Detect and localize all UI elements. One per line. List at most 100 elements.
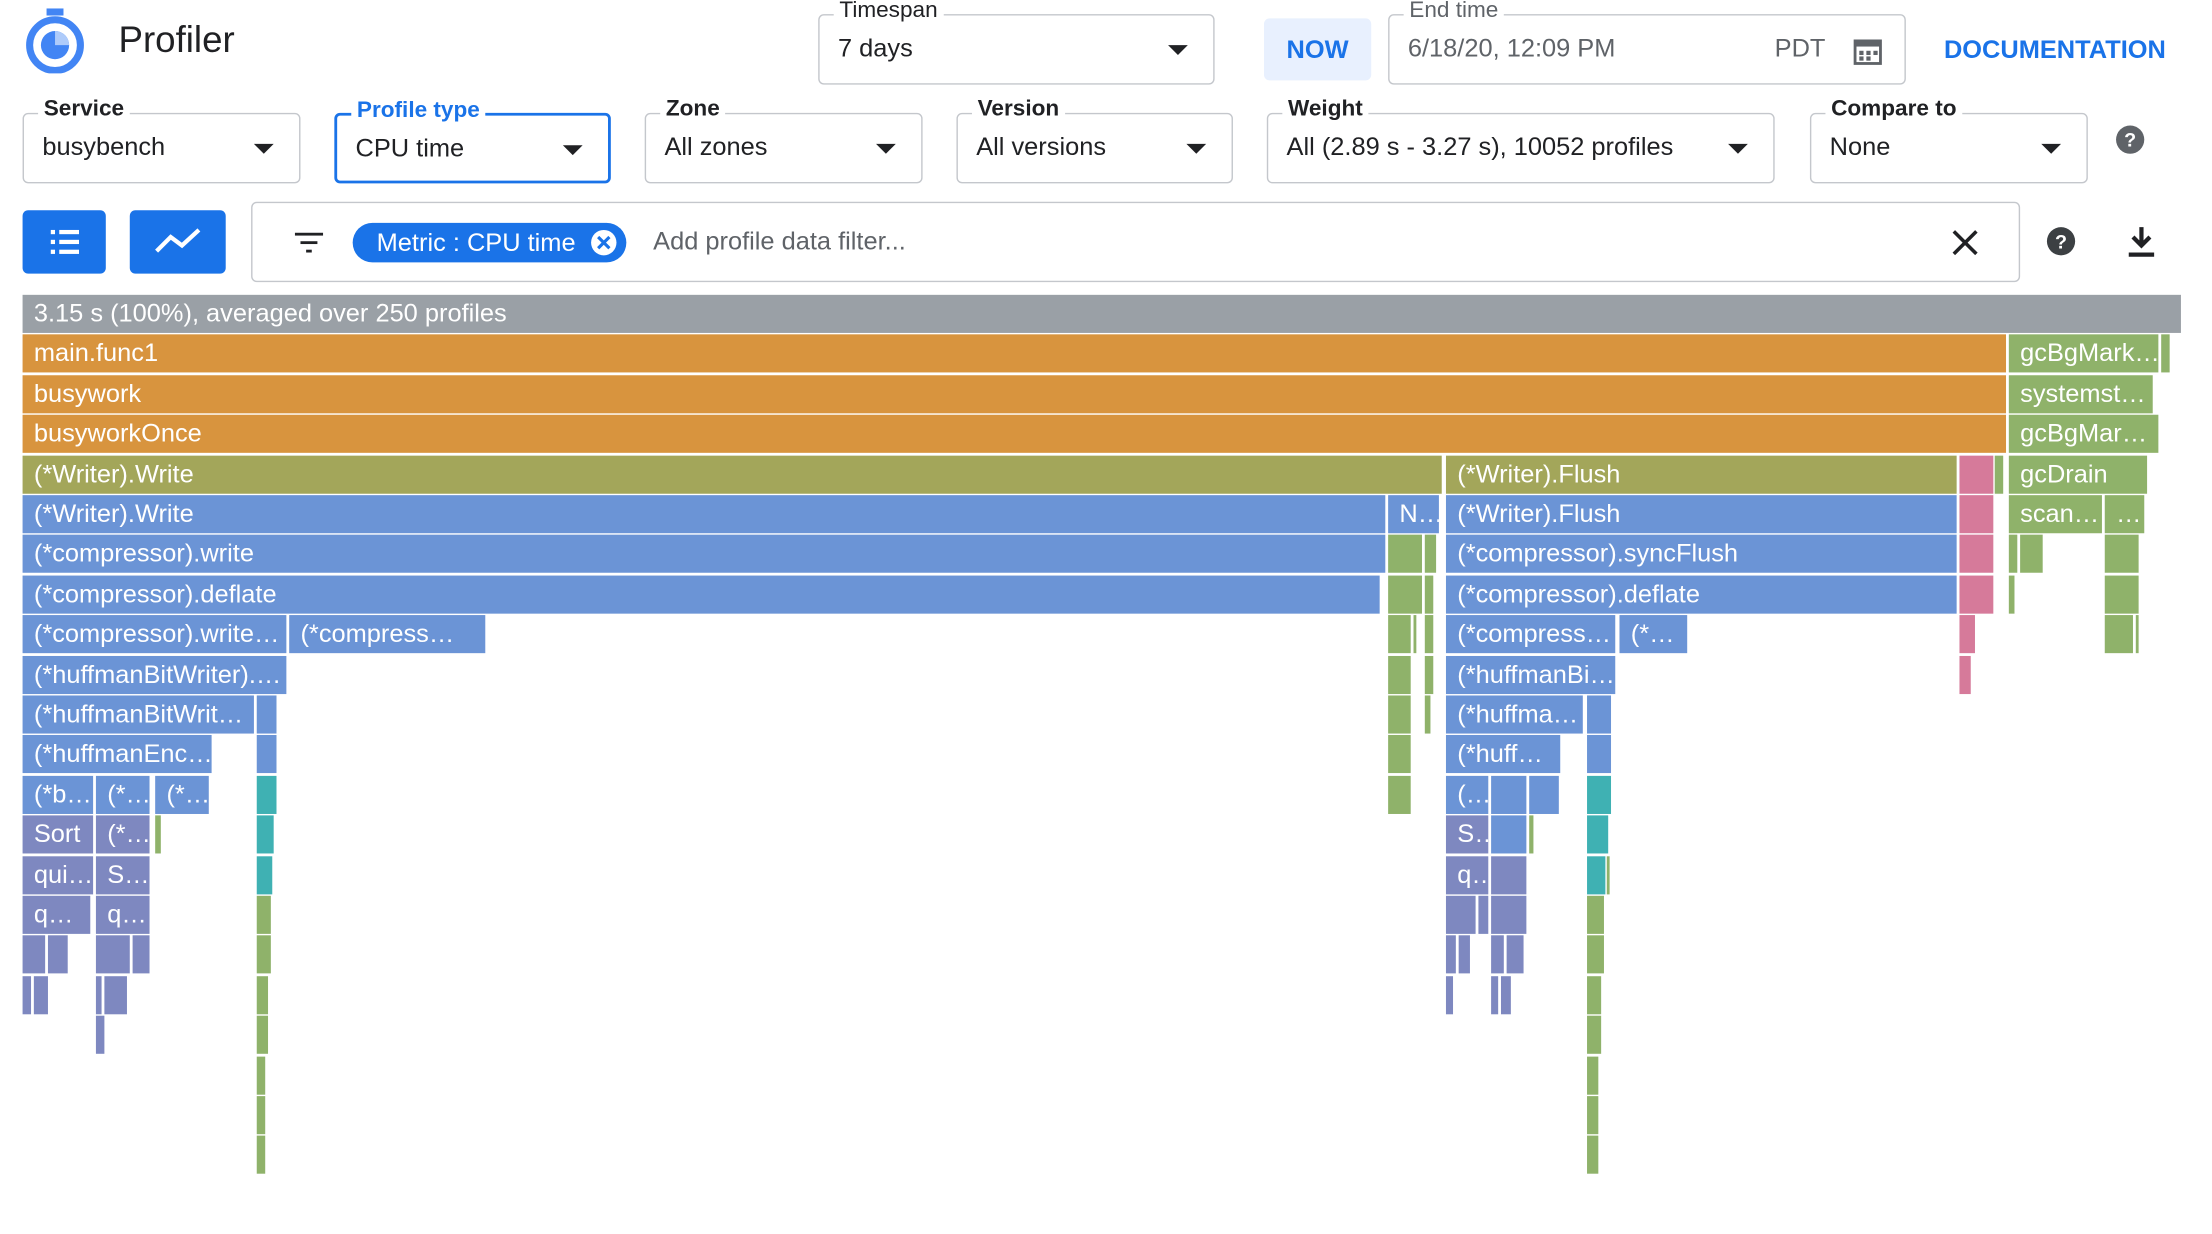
flame-sliver[interactable] [1587,1136,1599,1175]
chip-remove[interactable] [590,229,618,257]
filter-bar[interactable]: Metric : CPU time Add profile data filte… [251,201,2021,283]
flame-frame[interactable]: … [2104,495,2145,534]
flame-sliver[interactable] [95,935,130,974]
flame-frame[interactable]: systemst… [2008,374,2153,414]
flame-sliver[interactable] [1587,1096,1599,1135]
flame-sliver[interactable] [256,815,274,854]
flame-sliver[interactable] [2104,575,2139,614]
flame-sliver[interactable] [1587,895,1604,934]
flame-sliver[interactable] [1606,855,1610,894]
flame-frame[interactable]: 3.15 s (100%), averaged over 250 profile… [22,294,2181,333]
flame-sliver[interactable] [256,1015,269,1055]
flame-sliver[interactable] [1529,815,1534,854]
flame-frame[interactable]: (*huffmanBitWriter).… [22,655,287,694]
flame-sliver[interactable] [1587,935,1604,974]
download-icon[interactable] [2126,226,2157,260]
flame-frame[interactable]: (*… [1619,615,1688,654]
flame-sliver[interactable] [256,935,271,974]
flame-sliver[interactable] [95,975,102,1015]
flame-sliver[interactable] [1529,775,1559,814]
flame-sliver[interactable] [2008,575,2015,614]
flame-sliver[interactable] [104,975,127,1015]
select-field[interactable]: Version All versions [956,97,1233,184]
flame-sliver[interactable] [1959,455,1994,494]
flame-frame[interactable]: (*… [155,775,209,814]
flame-frame[interactable]: q… [22,895,91,934]
flame-sliver[interactable] [2104,615,2133,654]
flame-frame[interactable]: (… [1445,775,1489,814]
filter-chip[interactable]: Metric : CPU time [352,222,627,263]
flame-sliver[interactable] [47,935,68,974]
flame-sliver[interactable] [256,855,273,894]
flame-frame[interactable]: (*huffmanEnc… [22,735,212,774]
flame-sliver[interactable] [1587,735,1612,774]
flame-sliver[interactable] [256,1056,266,1095]
flame-frame[interactable]: S… [95,855,150,894]
flame-sliver[interactable] [256,895,271,934]
flame-sliver[interactable] [1445,935,1456,974]
flame-frame[interactable]: N… [1388,495,1439,534]
flame-sliver[interactable] [155,815,161,854]
help-icon[interactable]: ? [2115,124,2146,155]
flame-frame[interactable]: (*compressor).write… [22,615,287,654]
flame-sliver[interactable] [256,695,277,734]
flame-frame[interactable]: qui… [22,855,94,894]
now-button[interactable]: NOW [1263,18,1372,81]
flame-sliver[interactable] [1424,535,1437,574]
flame-sliver[interactable] [95,1015,105,1055]
flame-sliver[interactable] [1491,815,1527,854]
filter-help-icon[interactable]: ? [2046,226,2077,257]
flame-sliver[interactable] [1458,935,1470,974]
chart-view-button[interactable] [129,210,226,274]
flame-sliver[interactable] [1491,855,1527,894]
flame-frame[interactable]: S… [1445,815,1489,854]
flame-sliver[interactable] [1491,775,1527,814]
flame-frame[interactable]: scan… [2008,495,2102,534]
flame-frame[interactable]: (*Writer).Write [22,495,1386,534]
flame-frame[interactable]: main.func1 [22,334,2007,373]
flame-frame[interactable]: (*Writer).Flush [1445,495,1957,534]
flame-sliver[interactable] [1994,455,2004,494]
flame-sliver[interactable] [1424,615,1434,654]
flame-sliver[interactable] [1500,975,1511,1015]
flame-frame[interactable]: (*b… [22,775,94,814]
flame-sliver[interactable] [1388,535,1422,574]
flame-sliver[interactable] [1424,655,1434,694]
flame-sliver[interactable] [2135,615,2139,654]
flame-sliver[interactable] [1587,775,1612,814]
end-time-field[interactable]: End time 6/18/20, 12:09 PM PDT [1388,0,1906,85]
flame-sliver[interactable] [1424,575,1434,614]
flame-frame[interactable]: (*compressor).write [22,535,1386,574]
flame-sliver[interactable] [1506,935,1524,974]
flame-frame[interactable]: (*compressor).syncFlush [1445,535,1957,574]
flame-frame[interactable]: Sort [22,815,94,854]
flame-frame[interactable]: (*… [95,815,150,854]
flame-frame[interactable]: busywork [22,374,2007,414]
flame-sliver[interactable] [33,975,48,1015]
flame-frame[interactable]: (*huffmanBitWrit… [22,695,254,734]
flame-sliver[interactable] [1413,615,1417,654]
flame-sliver[interactable] [256,735,277,774]
flame-sliver[interactable] [256,775,277,814]
flame-frame[interactable]: (*… [95,775,150,814]
list-view-button[interactable] [22,210,106,274]
flame-sliver[interactable] [256,1136,266,1175]
flame-frame[interactable]: (*huffma… [1445,695,1583,734]
flame-sliver[interactable] [1388,775,1411,814]
flame-frame[interactable]: (*huff… [1445,735,1561,774]
flame-sliver[interactable] [1491,975,1499,1015]
flame-frame[interactable]: (*compress… [289,615,486,654]
flame-sliver[interactable] [1959,575,1994,614]
flame-sliver[interactable] [22,975,32,1015]
flame-sliver[interactable] [1491,935,1504,974]
flame-sliver[interactable] [1388,695,1411,734]
flame-sliver[interactable] [1491,895,1527,934]
flame-sliver[interactable] [1388,575,1422,614]
flame-sliver[interactable] [1587,815,1609,854]
flame-frame[interactable]: busyworkOnce [22,415,2007,454]
select-field[interactable]: Profile type CPU time [334,98,611,184]
flame-sliver[interactable] [1587,695,1612,734]
flame-sliver[interactable] [2104,535,2139,574]
flame-sliver[interactable] [1388,615,1411,654]
flame-frame[interactable]: (*compressor).deflate [22,575,1380,614]
